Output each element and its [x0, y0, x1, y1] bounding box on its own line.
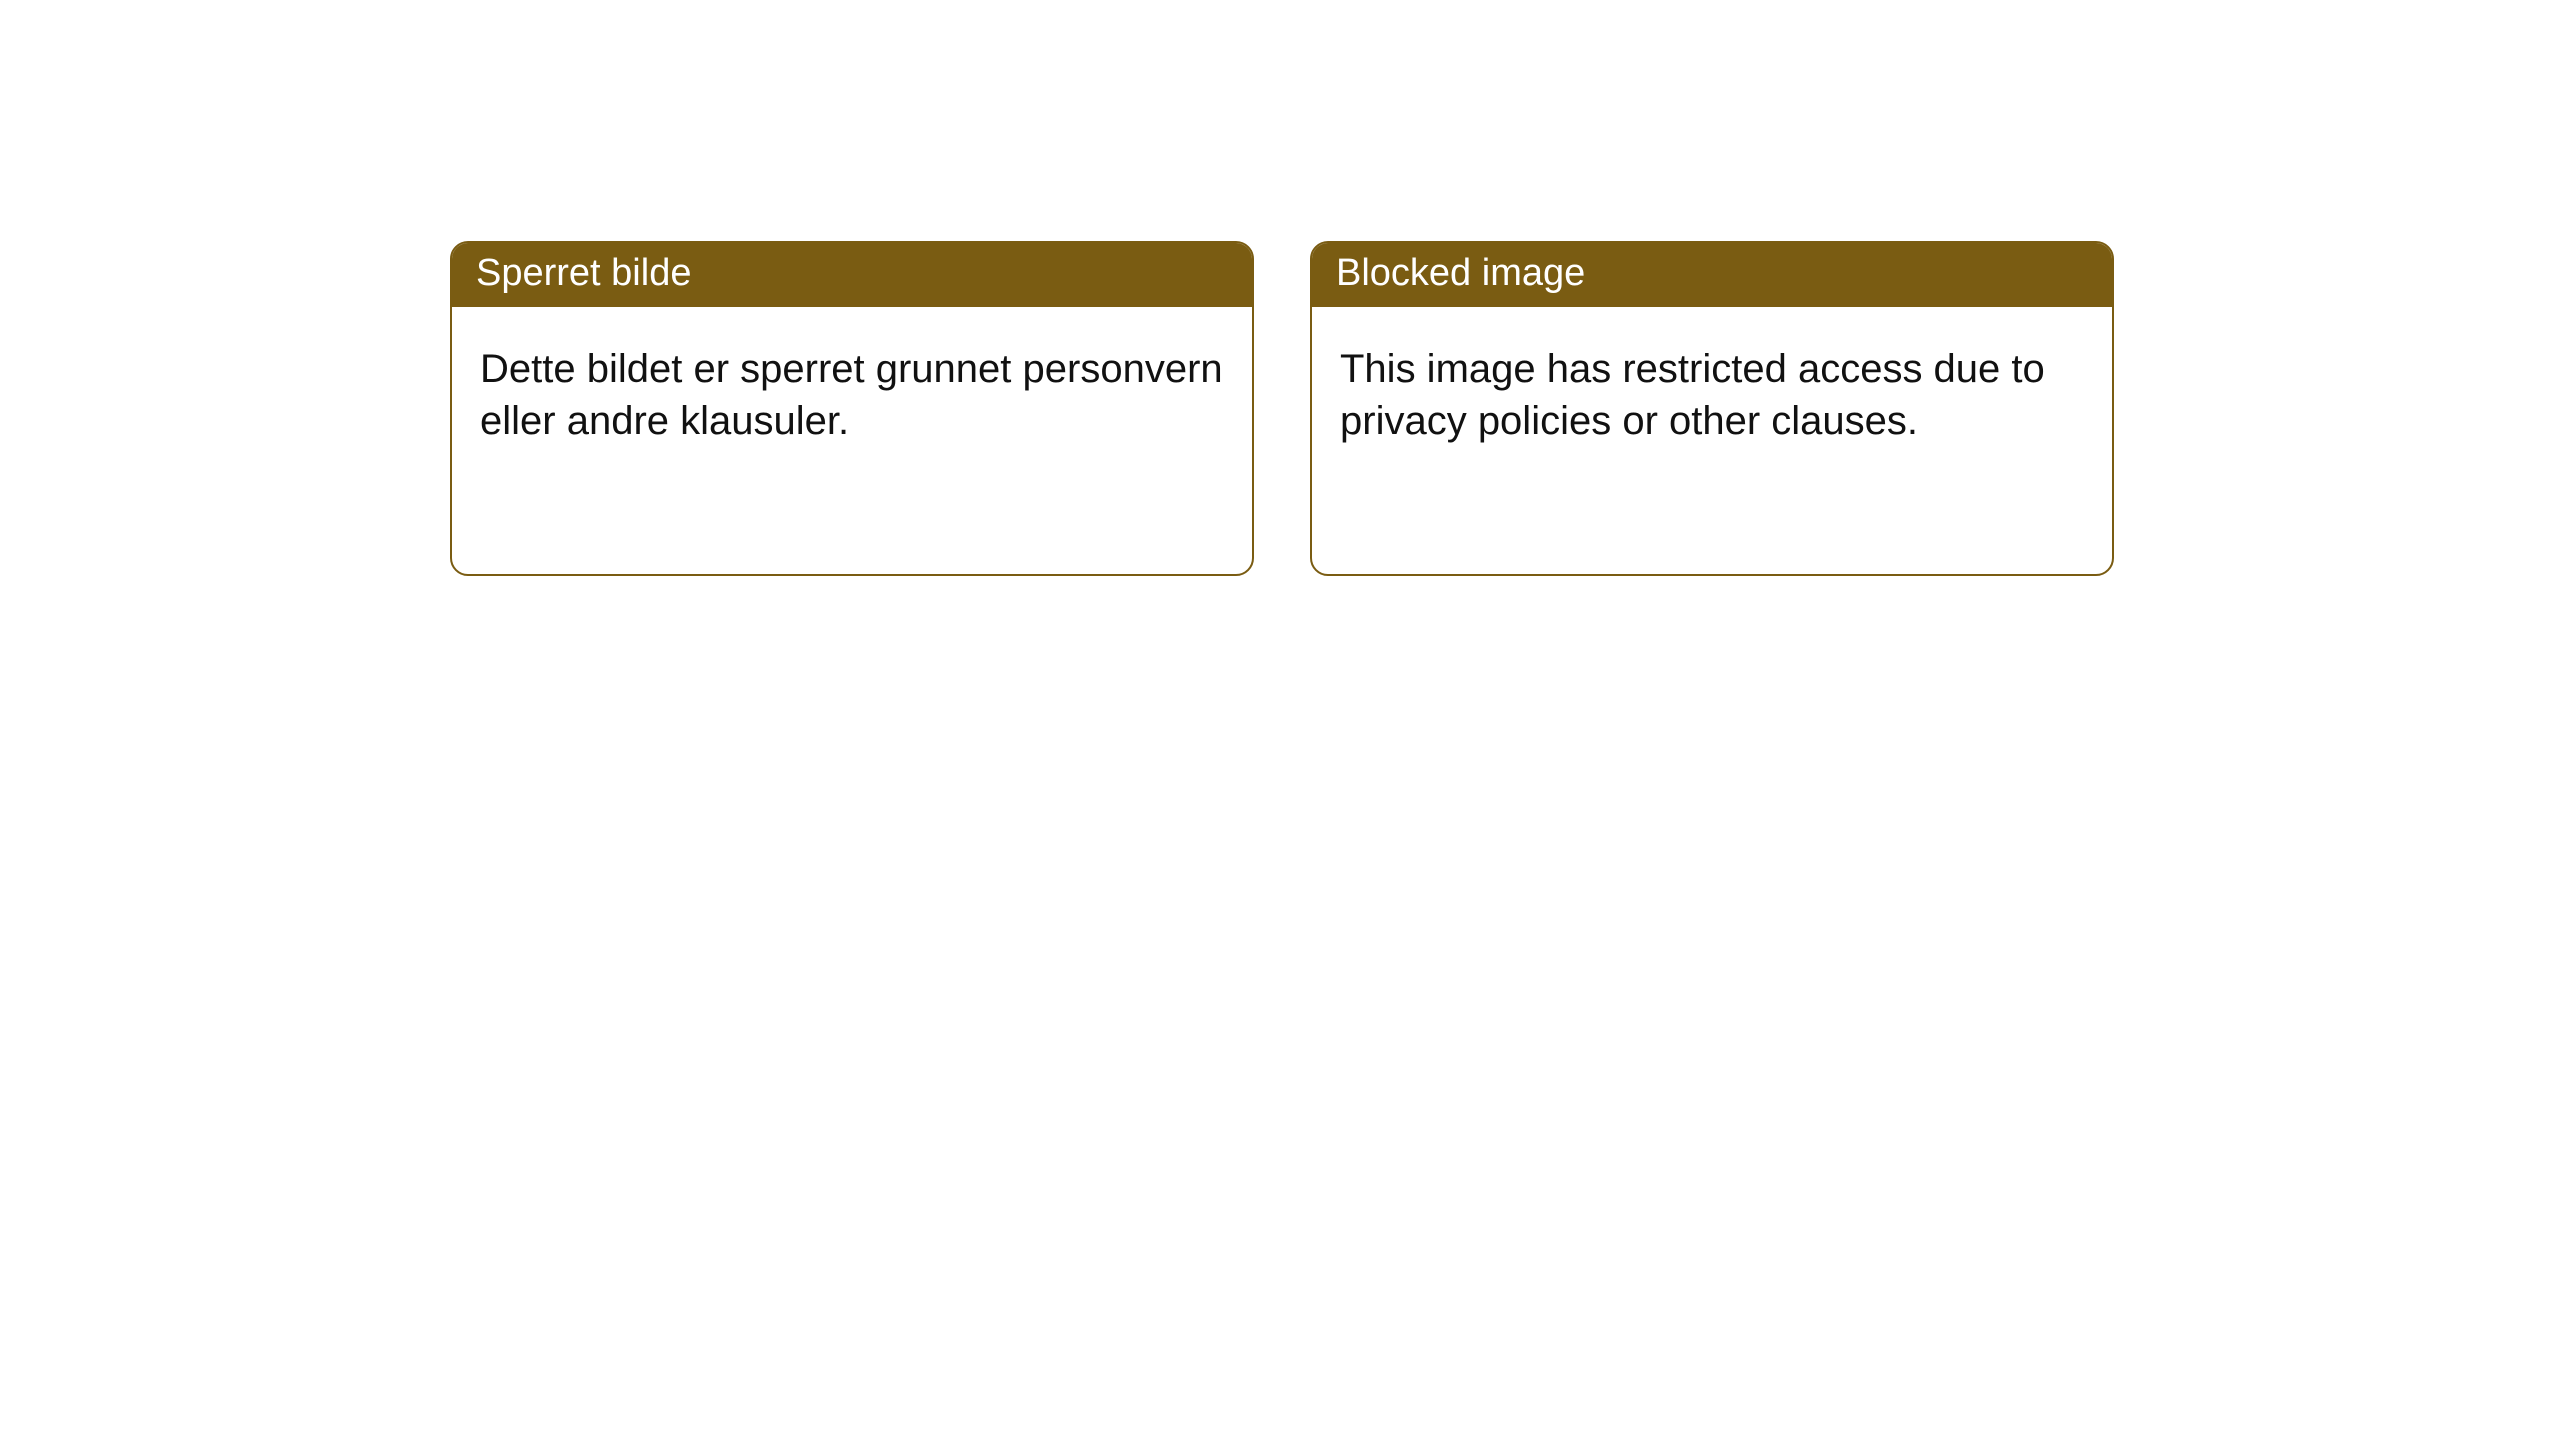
blocked-image-card-no: Sperret bilde Dette bildet er sperret gr…: [450, 241, 1254, 576]
blocked-image-card-en: Blocked image This image has restricted …: [1310, 241, 2114, 576]
card-header-no: Sperret bilde: [452, 243, 1252, 307]
card-header-en: Blocked image: [1312, 243, 2112, 307]
card-body-en: This image has restricted access due to …: [1312, 307, 2112, 475]
blocked-image-cards: Sperret bilde Dette bildet er sperret gr…: [0, 0, 2560, 576]
card-body-no: Dette bildet er sperret grunnet personve…: [452, 307, 1252, 475]
